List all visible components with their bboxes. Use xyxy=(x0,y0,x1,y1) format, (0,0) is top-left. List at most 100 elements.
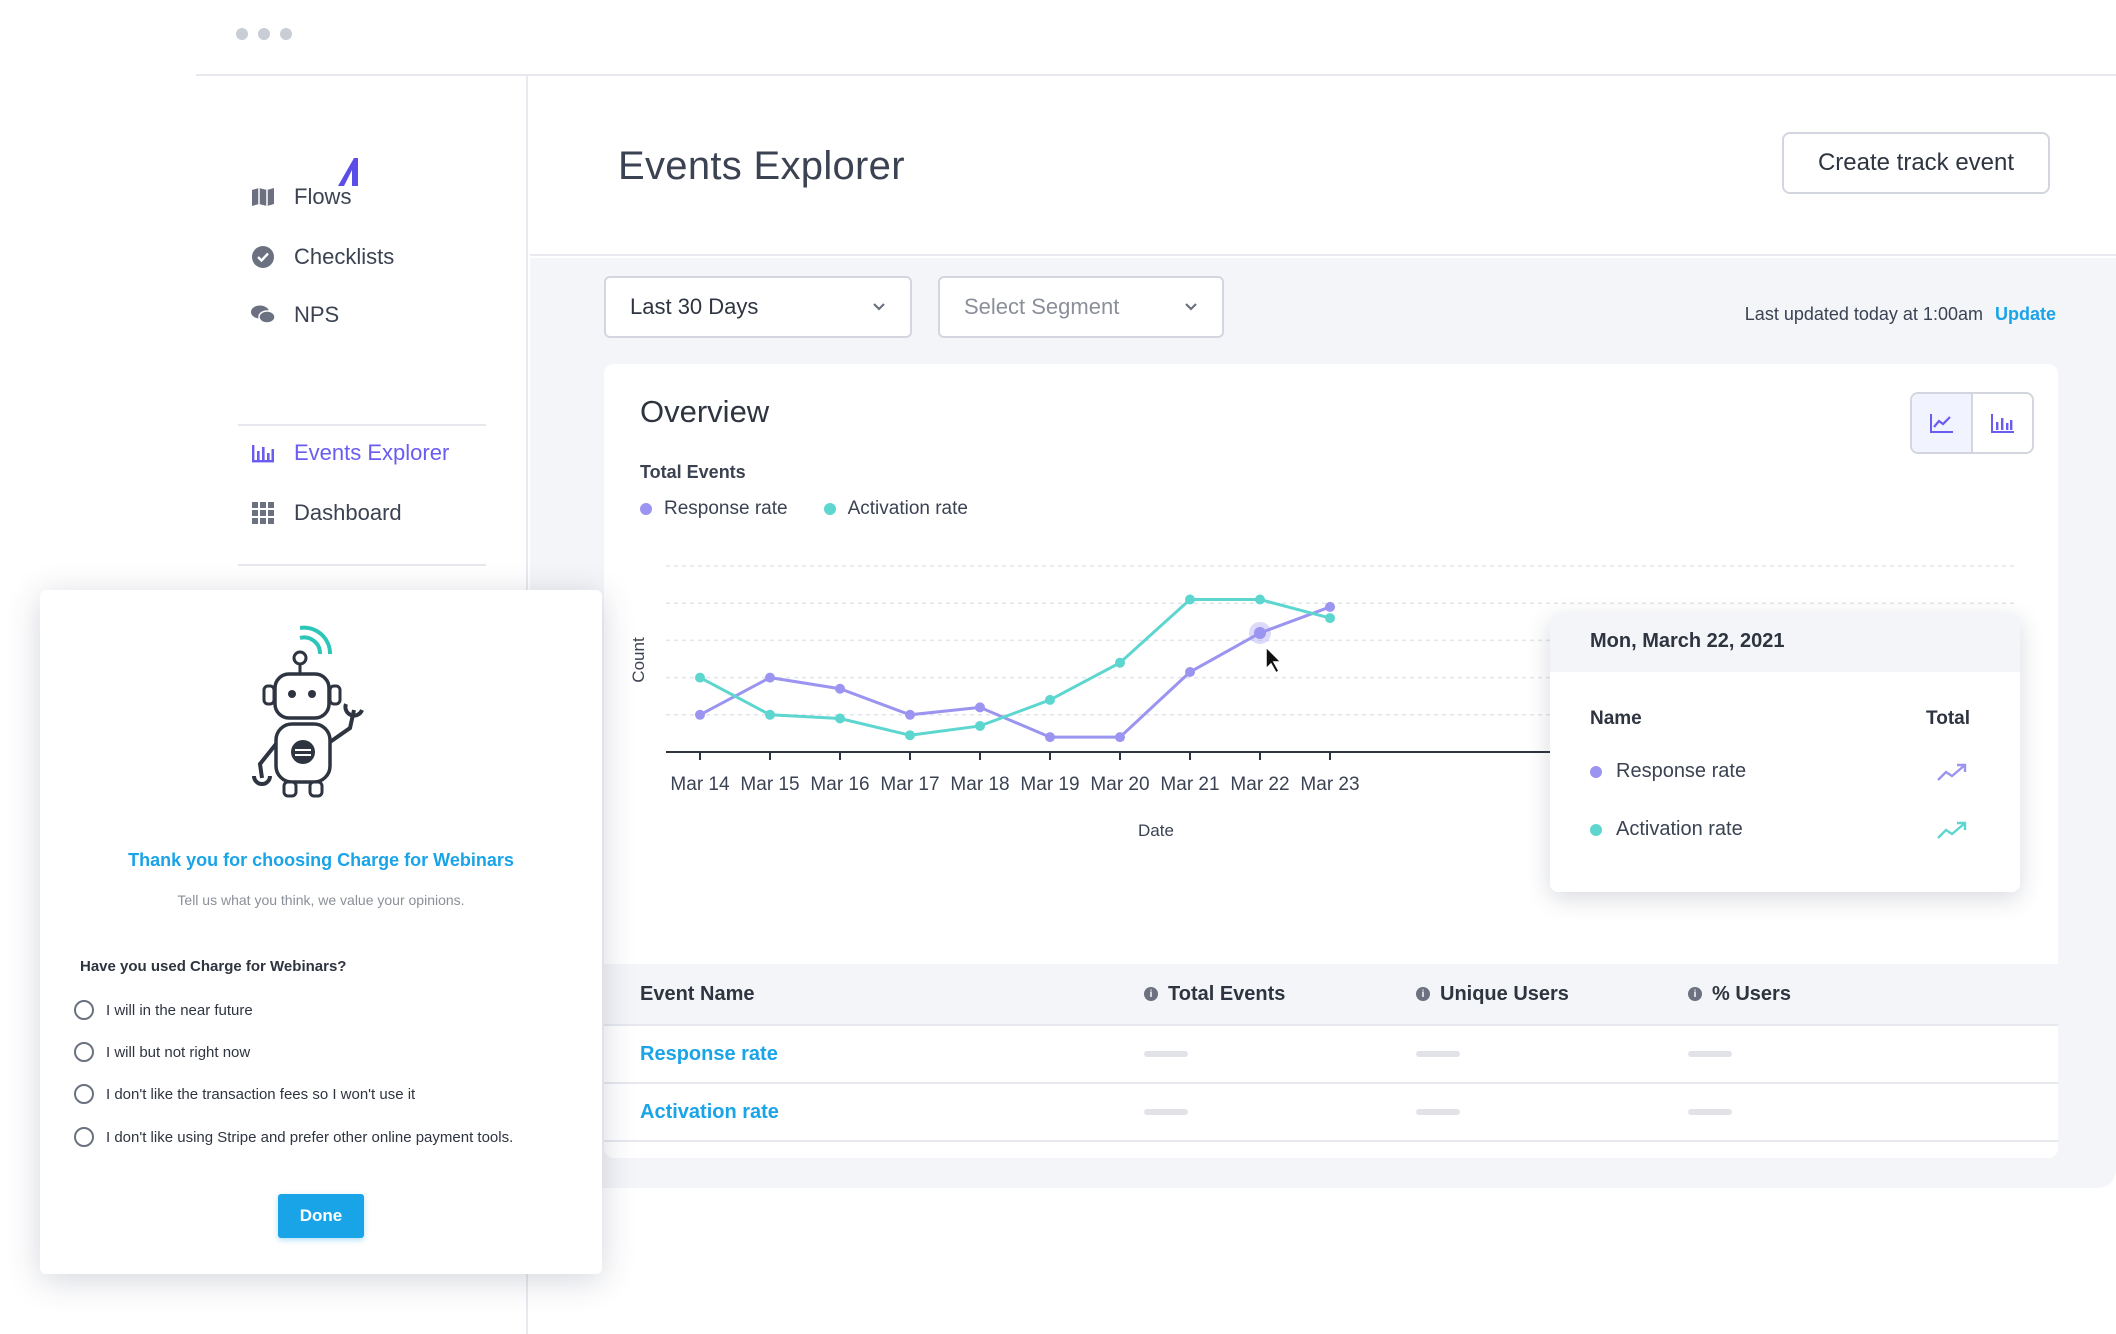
sidebar-item-label: Dashboard xyxy=(294,500,402,525)
segment-placeholder: Select Segment xyxy=(964,294,1120,319)
info-icon[interactable]: i xyxy=(1688,987,1702,1001)
cursor-icon xyxy=(1265,645,1283,675)
series-line xyxy=(699,597,1331,737)
radio-button[interactable] xyxy=(74,1084,94,1104)
data-point xyxy=(835,713,845,724)
legend-label: Activation rate xyxy=(847,498,968,519)
logo xyxy=(336,152,366,193)
data-point xyxy=(765,709,775,720)
placeholder-value xyxy=(1144,1109,1188,1115)
tooltip-col-name: Name xyxy=(1590,708,1642,729)
total-events-label: Total Events xyxy=(640,462,746,482)
robot-illustration xyxy=(252,625,364,798)
bar-chart-toggle[interactable] xyxy=(1973,394,2032,452)
sidebar-item-nps[interactable]: NPS xyxy=(250,302,339,328)
event-link[interactable]: Activation rate xyxy=(640,1100,779,1123)
chevron-down-icon xyxy=(1185,303,1197,311)
sidebar-item-label: NPS xyxy=(294,302,340,327)
x-tick-label: Mar 18 xyxy=(950,774,1009,795)
sidebar-item-checklists[interactable]: Checklists xyxy=(250,244,394,270)
overview-card: Overview Total Events Response rate Acti… xyxy=(604,364,2058,1158)
tooltip-row-label: Activation rate xyxy=(1616,818,1743,840)
series-dot xyxy=(1590,823,1602,836)
x-tick-label: Mar 16 xyxy=(810,774,869,795)
legend-item-response[interactable]: Response rate xyxy=(640,498,788,520)
window-dot xyxy=(280,28,292,40)
data-point xyxy=(905,730,915,741)
events-table: Event Name i Total Events i Unique Users i… xyxy=(604,964,2058,1142)
data-point xyxy=(1255,594,1265,605)
legend-item-activation[interactable]: Activation rate xyxy=(823,498,968,520)
info-icon[interactable]: i xyxy=(1416,987,1430,1001)
chevron-down-icon xyxy=(873,303,885,311)
date-range-select[interactable]: Last 30 Days xyxy=(604,276,912,338)
option-label: I don't like using Stripe and prefer oth… xyxy=(106,1128,514,1146)
data-point xyxy=(905,709,915,720)
chart-type-toggle xyxy=(1910,392,2034,454)
sidebar-item-events-explorer[interactable]: Events Explorer xyxy=(250,440,449,466)
main-content: Last 30 Days Select Segment Last updated… xyxy=(530,258,2116,1188)
col-unique-users[interactable]: i Unique Users xyxy=(1416,983,1688,1006)
sidebar-item-label: Events Explorer xyxy=(294,440,450,465)
legend-dot xyxy=(823,503,836,515)
info-icon[interactable]: i xyxy=(1144,987,1158,1001)
radio-button[interactable] xyxy=(74,1127,94,1147)
radio-button[interactable] xyxy=(74,1000,94,1020)
map-icon xyxy=(250,184,276,210)
data-point xyxy=(1325,601,1335,612)
y-axis-label: Count xyxy=(629,637,648,683)
last-updated: Last updated today at 1:00am Update xyxy=(1745,304,2056,325)
data-point xyxy=(975,720,985,731)
col-total-events[interactable]: i Total Events xyxy=(1144,983,1416,1006)
chart-tooltip: Mon, March 22, 2021 Name Total Response … xyxy=(1550,614,2020,892)
sidebar-item-dashboard[interactable]: Dashboard xyxy=(250,500,402,526)
survey-title: Thank you for choosing Charge for Webina… xyxy=(128,850,514,870)
x-axis-label: Date xyxy=(1138,821,1174,840)
col-percent-users[interactable]: i % Users xyxy=(1688,983,1988,1006)
sidebar-divider xyxy=(238,564,486,566)
option-label: I will in the near future xyxy=(106,1001,253,1019)
trend-up-icon xyxy=(1937,821,1967,839)
table-row: Activation rate xyxy=(604,1084,2058,1142)
segment-select[interactable]: Select Segment xyxy=(938,276,1224,338)
update-link[interactable]: Update xyxy=(1994,304,2056,324)
survey-option[interactable]: I don't like using Stripe and prefer oth… xyxy=(74,1127,513,1147)
col-event-name[interactable]: Event Name xyxy=(640,982,755,1005)
event-link[interactable]: Response rate xyxy=(640,1042,778,1065)
sidebar-divider xyxy=(238,424,486,426)
placeholder-value xyxy=(1416,1051,1460,1057)
placeholder-value xyxy=(1416,1109,1460,1115)
chat-bubbles-icon xyxy=(250,302,276,328)
window-dot xyxy=(236,28,248,40)
line-chart: Mar 14 Mar 15 Mar 16 Mar 17 Mar 18 Mar 19 Mar … xyxy=(629,565,2014,840)
legend-dot xyxy=(640,503,652,515)
x-tick-label: Mar 20 xyxy=(1090,774,1149,795)
done-button[interactable]: Done xyxy=(278,1194,364,1238)
survey-option[interactable]: I will but not right now xyxy=(74,1042,250,1062)
series-line xyxy=(699,605,1331,739)
data-point xyxy=(765,672,775,683)
table-row: Response rate xyxy=(604,1026,2058,1084)
date-range-value: Last 30 Days xyxy=(630,294,759,319)
x-tick-label: Mar 22 xyxy=(1230,774,1289,795)
x-tick-label: Mar 15 xyxy=(740,774,799,795)
survey-option[interactable]: I don't like the transaction fees so I w… xyxy=(74,1084,415,1104)
window-dot xyxy=(258,28,270,40)
placeholder-value xyxy=(1144,1051,1188,1057)
line-chart-icon xyxy=(1929,414,1953,433)
sidebar-item-flows[interactable]: Flows xyxy=(250,184,351,210)
grid-icon xyxy=(250,500,276,526)
data-point xyxy=(835,683,845,694)
create-track-event-button[interactable]: Create track event xyxy=(1782,132,2050,194)
data-point xyxy=(1045,732,1055,743)
line-chart-toggle[interactable] xyxy=(1912,394,1973,452)
tooltip-header: Name Total xyxy=(1590,708,1970,730)
data-point xyxy=(1045,694,1055,705)
x-tick-label: Mar 23 xyxy=(1300,774,1359,795)
page-title: Events Explorer xyxy=(618,144,905,188)
radio-button[interactable] xyxy=(74,1042,94,1062)
sidebar-item-label: Flows xyxy=(294,184,352,209)
survey-option[interactable]: I will in the near future xyxy=(74,1000,253,1020)
x-tick-label: Mar 21 xyxy=(1160,774,1219,795)
bar-chart-icon xyxy=(1990,414,2014,433)
